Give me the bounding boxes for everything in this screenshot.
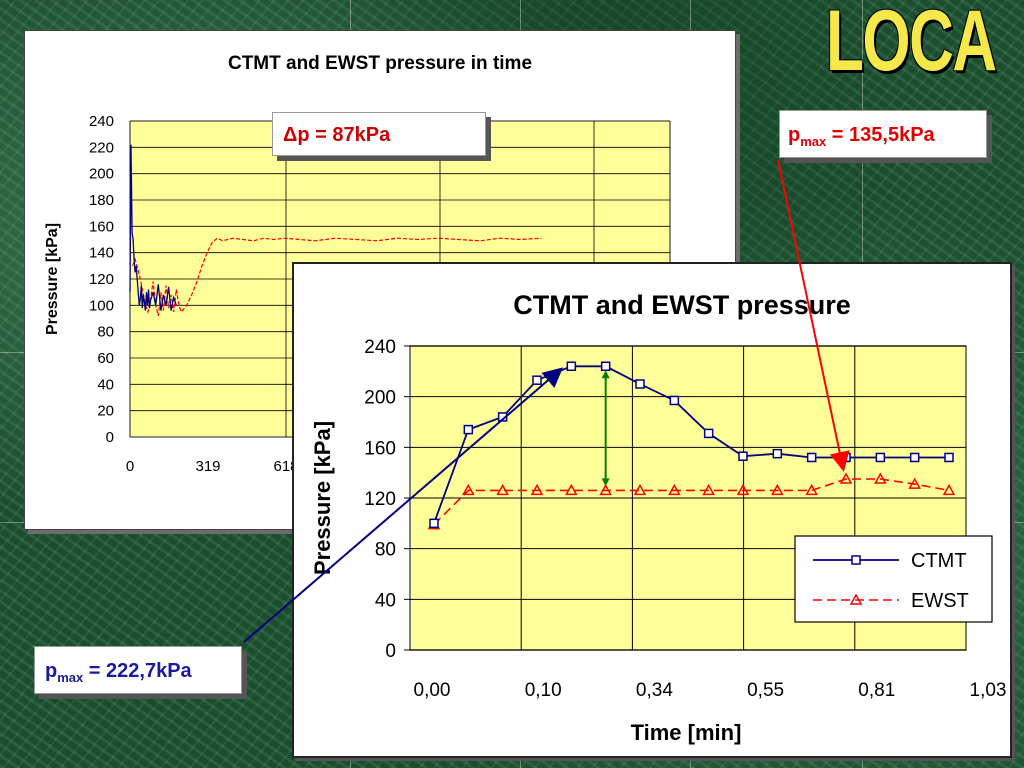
legend-ctmt-label: CTMT: [911, 550, 967, 572]
ctmt-line: [129, 144, 177, 311]
pmax-ctmt-sub: max: [57, 670, 84, 685]
pmax-ewst-callout: pmax = 135,5kPa: [779, 110, 987, 158]
delta-p-arrowhead-top: [601, 370, 610, 379]
ctmt-point: [944, 452, 954, 463]
pmax-ctmt-callout: pmax = 222,7kPa: [34, 646, 242, 694]
ewst-point: [908, 477, 921, 489]
x-tick-label: 319: [195, 458, 220, 475]
pmax-ctmt-label: p: [45, 660, 58, 682]
delta-p-text: p = 87kPa: [297, 124, 391, 146]
delta-symbol: Δ: [283, 124, 298, 146]
chart-title: CTMT and EWST pressure: [513, 290, 851, 320]
ewst-point: [839, 472, 853, 484]
ctmt-point: [566, 361, 577, 372]
pmax-ewst-label: p: [788, 124, 801, 146]
pmax-ewst-value: = 135,5kPa: [826, 124, 935, 146]
y-tick-label: 60: [97, 350, 114, 367]
ctmt-point: [703, 428, 714, 439]
legend-ewst-label: EWST: [911, 590, 969, 612]
legend-box: [794, 535, 993, 623]
slide-title: LOCA: [826, 0, 997, 89]
ctmt-point: [909, 452, 920, 463]
ewst-point: [633, 483, 647, 496]
ewst-point: [599, 483, 612, 496]
ctmt-point: [429, 518, 439, 529]
y-tick-label: 140: [89, 245, 114, 262]
y-tick-label: 240: [89, 113, 114, 130]
x-tick-label: 0: [126, 458, 134, 475]
pmax-ctmt-value: = 222,7kPa: [83, 660, 192, 682]
y-tick-label: 120: [364, 489, 396, 510]
y-axis-label: Pressure [kPa]: [310, 421, 335, 575]
y-tick-label: 0: [385, 641, 396, 662]
ewst-point: [805, 483, 818, 496]
ctmt-point: [532, 375, 542, 385]
ctmt-point: [806, 452, 817, 463]
foreground-chart-panel: CTMT and EWST pressure 0 40 80 120 160 200 240 0…: [292, 262, 1012, 758]
ctmt-point: [875, 452, 886, 463]
y-tick-label: 200: [89, 166, 114, 183]
y-tick-label: 0: [106, 429, 114, 446]
x-tick-label: 0,00: [414, 680, 451, 701]
foreground-chart: CTMT and EWST pressure 0 40 80 120 160 200 240 0…: [310, 290, 1007, 745]
ctmt-point: [600, 361, 611, 372]
y-tick-label: 40: [375, 590, 396, 611]
ctmt-point: [738, 451, 748, 461]
x-tick-label: 1,03: [970, 680, 1007, 701]
x-tick-label: 0,34: [636, 680, 673, 701]
y-tick-label: 160: [364, 438, 396, 459]
y-tick-label: 20: [97, 403, 114, 420]
ctmt-point: [635, 379, 645, 389]
x-tick-label: 0,10: [525, 680, 562, 701]
y-tick-label: 240: [364, 337, 396, 358]
delta-p-callout: Δp = 87kPa: [272, 112, 486, 156]
legend-ctmt-marker: [851, 555, 861, 565]
ewst-point: [702, 483, 715, 496]
pmax-ewst-sub: max: [800, 134, 827, 149]
legend-ewst-marker: [849, 593, 863, 605]
ctmt-point: [772, 448, 783, 459]
ewst-point: [565, 483, 578, 496]
chart-title: CTMT and EWST pressure in time: [228, 53, 532, 74]
y-tick-label: 80: [375, 540, 396, 561]
x-tick-label: 0,55: [747, 680, 784, 701]
x-tick-label: 0,81: [858, 680, 895, 701]
y-tick-label: 120: [89, 271, 114, 288]
ewst-line: [132, 237, 542, 317]
ctmt-point: [463, 424, 474, 435]
slide-number: 2: [994, 732, 1005, 752]
x-axis-label: Time [min]: [631, 720, 742, 745]
ewst-point: [942, 483, 956, 496]
y-tick-label: 80: [97, 324, 114, 341]
ewst-point: [668, 483, 681, 496]
ewst-point: [874, 472, 887, 484]
y-tick-label: 200: [364, 388, 396, 409]
ctmt-point: [497, 412, 508, 422]
y-tick-label: 180: [89, 192, 114, 209]
ewst-point: [771, 483, 784, 496]
y-tick-label: 100: [89, 297, 114, 314]
y-tick-label: 160: [89, 218, 114, 235]
ctmt-point: [669, 395, 680, 406]
y-tick-label: 40: [97, 376, 114, 393]
ctmt-point: [841, 452, 851, 463]
y-axis-label: Pressure [kPa]: [44, 223, 61, 335]
delta-p-arrowhead-bottom: [601, 478, 610, 487]
y-tick-label: 220: [89, 139, 114, 156]
ewst-point: [736, 483, 750, 496]
